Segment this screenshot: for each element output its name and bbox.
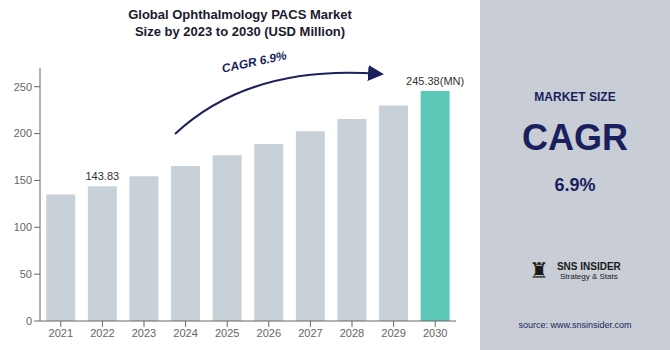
svg-text:2021: 2021 bbox=[49, 327, 73, 339]
svg-text:245.38(MN): 245.38(MN) bbox=[406, 75, 464, 87]
svg-text:2023: 2023 bbox=[132, 327, 156, 339]
svg-text:250: 250 bbox=[14, 81, 32, 93]
svg-text:200: 200 bbox=[14, 127, 32, 139]
svg-text:50: 50 bbox=[20, 268, 32, 280]
html-text:Strategy & Stats: Strategy & Stats bbox=[560, 271, 618, 281]
svg-text:2022: 2022 bbox=[90, 327, 114, 339]
html-text:MARKET SIZE: MARKET SIZE bbox=[534, 90, 616, 104]
svg-text:100: 100 bbox=[14, 221, 32, 233]
html-text:source: www.snsinsider.com: source: www.snsinsider.com bbox=[518, 320, 632, 330]
svg-text:2029: 2029 bbox=[381, 327, 405, 339]
svg-text:2026: 2026 bbox=[257, 327, 281, 339]
svg-text:2030: 2030 bbox=[423, 327, 447, 339]
svg-text:CAGR 6.9%: CAGR 6.9% bbox=[220, 48, 288, 75]
svg-text:0: 0 bbox=[26, 315, 32, 327]
svg-text:150: 150 bbox=[14, 174, 32, 186]
svg-text:2027: 2027 bbox=[298, 327, 322, 339]
html-text:CAGR: CAGR bbox=[522, 117, 628, 158]
html-text:SNS INSIDER: SNS INSIDER bbox=[556, 260, 621, 272]
html-text:Global Ophthalmology PACS Mark: Global Ophthalmology PACS Market Size by… bbox=[128, 7, 352, 39]
html-text:6.9%: 6.9% bbox=[554, 175, 596, 195]
svg-text:2024: 2024 bbox=[173, 327, 197, 339]
svg-text:143.83: 143.83 bbox=[86, 170, 120, 182]
svg-text:2028: 2028 bbox=[340, 327, 364, 339]
svg-text:2025: 2025 bbox=[215, 327, 239, 339]
